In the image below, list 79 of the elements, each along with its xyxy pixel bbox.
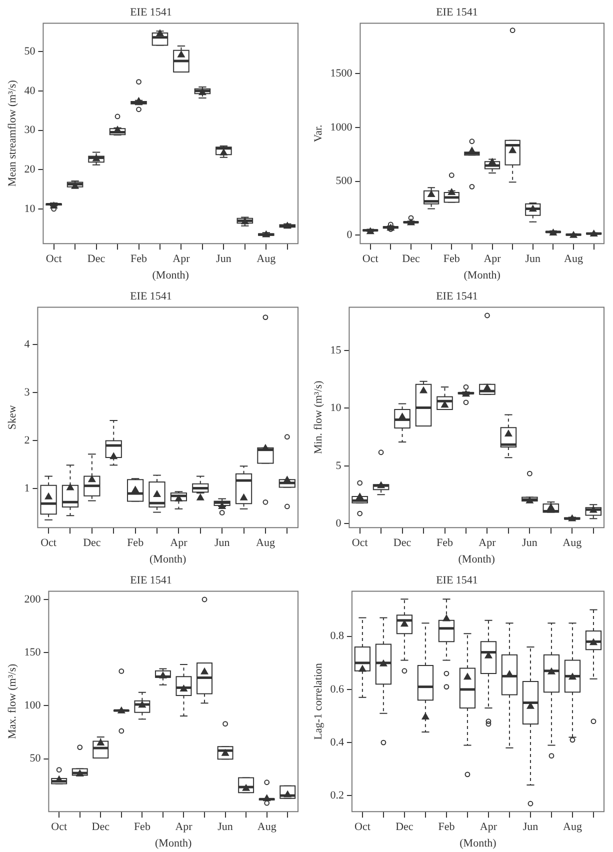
x-tick-label: Aug	[563, 821, 582, 834]
x-tick-label: Oct	[40, 537, 56, 550]
y-tick-label: 5	[336, 460, 342, 472]
x-tick-label: Feb	[438, 821, 456, 834]
y-tick-label: 30	[24, 124, 36, 136]
x-axis-title: (Month)	[150, 553, 187, 566]
x-tick-label: Dec	[393, 537, 412, 550]
x-tick-label: Jun	[522, 537, 538, 550]
y-axis-title: Lag-1 correlation	[312, 662, 324, 740]
x-tick-label: Feb	[130, 253, 148, 266]
y-tick-label: 0	[346, 229, 353, 242]
x-tick-label: Aug	[562, 537, 582, 550]
x-tick-label: Oct	[352, 537, 368, 550]
y-tick-label: 0.2	[330, 790, 344, 802]
x-tick-label: Dec	[402, 253, 420, 266]
x-tick-label: Apr	[484, 253, 502, 266]
y-axis-title: Max. flow (m³/s)	[6, 664, 18, 739]
x-tick-label: Apr	[478, 537, 496, 550]
y-tick-label: 50	[24, 45, 36, 58]
x-axis-title: (Month)	[155, 837, 192, 850]
y-tick-label: 500	[336, 175, 353, 188]
x-tick-label: Dec	[92, 821, 110, 834]
y-tick-label: 200	[24, 593, 42, 606]
x-tick-label: Dec	[83, 537, 101, 550]
x-tick-label: Aug	[564, 253, 584, 266]
x-tick-label: Jun	[216, 253, 232, 266]
x-tick-label: Jun	[214, 537, 230, 550]
x-tick-label: Oct	[46, 253, 62, 266]
y-tick-label: 40	[24, 84, 36, 97]
x-tick-label: Apr	[480, 821, 498, 834]
y-axis-title: Var.	[312, 124, 324, 142]
x-tick-label: Feb	[134, 821, 151, 834]
x-tick-label: Oct	[51, 821, 68, 834]
x-tick-label: Apr	[170, 537, 188, 550]
chart-title: EIE 1541	[436, 290, 478, 302]
y-tick-label: 1000	[330, 121, 353, 134]
x-tick-label: Jun	[218, 821, 234, 834]
chart-title: EIE 1541	[436, 6, 478, 18]
x-tick-label: Oct	[362, 253, 378, 266]
y-tick-label: 0	[336, 517, 342, 530]
y-tick-label: 2	[24, 434, 30, 447]
y-axis-title: Mean streamflow (m³/s)	[6, 80, 18, 187]
x-tick-label: Apr	[175, 821, 193, 834]
y-tick-label: 0.8	[330, 630, 344, 642]
x-axis-title: (Month)	[464, 269, 501, 282]
x-tick-label: Jun	[525, 253, 542, 266]
chart-title: EIE 1541	[130, 290, 172, 302]
x-tick-label: Dec	[396, 821, 414, 834]
y-tick-label: 15	[330, 344, 342, 356]
y-tick-label: 1500	[330, 67, 353, 80]
x-tick-label: Oct	[354, 821, 370, 834]
y-tick-label: 1	[24, 482, 30, 495]
y-axis-title: Skew	[6, 405, 18, 430]
y-tick-label: 3	[24, 386, 30, 399]
x-axis-title: (Month)	[152, 269, 190, 282]
y-tick-label: 10	[24, 202, 36, 215]
x-tick-label: Feb	[127, 537, 144, 550]
y-tick-label: 100	[24, 700, 42, 712]
y-tick-label: 0.4	[330, 736, 344, 748]
y-tick-label: 150	[24, 646, 42, 658]
x-tick-label: Aug	[256, 537, 276, 550]
chart-title: EIE 1541	[130, 574, 172, 586]
y-tick-label: 20	[24, 164, 36, 176]
y-tick-label: 4	[24, 338, 30, 351]
y-tick-label: 50	[30, 752, 42, 765]
y-tick-label: 0.6	[330, 683, 344, 696]
x-tick-label: Feb	[436, 537, 454, 550]
y-axis-title: Min. flow (m³/s)	[312, 380, 324, 454]
x-axis-title: (Month)	[460, 837, 497, 850]
x-axis-title: (Month)	[458, 553, 496, 566]
x-tick-label: Aug	[256, 253, 276, 266]
chart-title: EIE 1541	[436, 574, 478, 586]
x-tick-label: Apr	[172, 253, 190, 266]
x-tick-label: Feb	[443, 253, 460, 266]
y-tick-label: 10	[330, 402, 342, 414]
x-tick-label: Aug	[257, 821, 277, 834]
x-tick-label: Dec	[87, 253, 106, 266]
x-tick-label: Jun	[522, 821, 539, 834]
chart-title: EIE 1541	[130, 6, 172, 18]
